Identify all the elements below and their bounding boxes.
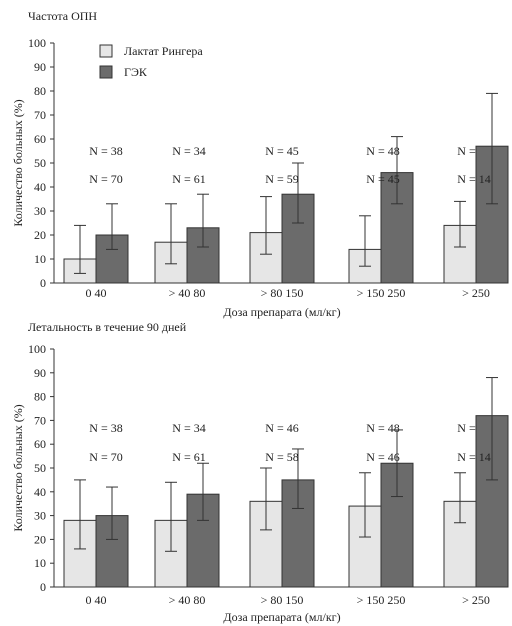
x-tick-label-1-2: > 80 150 xyxy=(261,593,304,607)
chart-title-1: Летальность в течение 90 дней xyxy=(28,320,187,334)
n-label-0-0-2: N = 45 xyxy=(265,144,298,158)
y-tick-label-0-90: 90 xyxy=(34,60,46,74)
n-label-0-0-0: N = 38 xyxy=(89,144,122,158)
x-tick-label-0-4: > 250 xyxy=(462,286,490,300)
n-label-1-1-1: N = 61 xyxy=(172,450,205,464)
n-label-1-1-3: N = 46 xyxy=(366,450,399,464)
y-axis-label-1: Количество больных (%) xyxy=(11,404,25,531)
x-tick-label-1-4: > 250 xyxy=(462,593,490,607)
n-label-1-0-0: N = 38 xyxy=(89,421,122,435)
n-label-1-1-2: N = 58 xyxy=(265,450,298,464)
n-label-1-0-2: N = 46 xyxy=(265,421,298,435)
legend-label-0: Лактат Рингера xyxy=(124,44,203,58)
legend-swatch-1 xyxy=(99,65,113,79)
x-tick-label-0-3: > 150 250 xyxy=(357,286,406,300)
y-tick-label-0-30: 30 xyxy=(34,204,46,218)
chart-title-0: Частота ОПН xyxy=(28,9,97,23)
y-tick-label-0-50: 50 xyxy=(34,156,46,170)
n-label-0-1-3: N = 45 xyxy=(366,172,399,186)
x-tick-label-1-3: > 150 250 xyxy=(357,593,406,607)
y-tick-label-1-100: 100 xyxy=(28,342,46,356)
n-label-1-1-4: N = 14 xyxy=(457,450,490,464)
y-tick-label-0-70: 70 xyxy=(34,108,46,122)
y-tick-label-0-20: 20 xyxy=(34,228,46,242)
n-label-0-1-0: N = 70 xyxy=(89,172,122,186)
x-axis-label-0: Доза препарата (мл/кг) xyxy=(223,305,340,319)
x-tick-label-1-0: 0 40 xyxy=(86,593,107,607)
y-tick-label-1-80: 80 xyxy=(34,390,46,404)
n-label-0-0-1: N = 34 xyxy=(172,144,205,158)
y-tick-label-0-60: 60 xyxy=(34,132,46,146)
y-tick-label-1-50: 50 xyxy=(34,461,46,475)
n-label-1-0-1: N = 34 xyxy=(172,421,205,435)
n-label-0-1-1: N = 61 xyxy=(172,172,205,186)
y-tick-label-0-10: 10 xyxy=(34,252,46,266)
y-axis-label-0: Количество больных (%) xyxy=(11,99,25,226)
x-tick-label-0-0: 0 40 xyxy=(86,286,107,300)
n-label-1-0-3: N = 48 xyxy=(366,421,399,435)
y-tick-label-0-40: 40 xyxy=(34,180,46,194)
y-tick-label-1-60: 60 xyxy=(34,437,46,451)
legend-swatch-0 xyxy=(99,44,113,58)
n-label-0-1-4: N = 14 xyxy=(457,172,490,186)
y-tick-label-0-80: 80 xyxy=(34,84,46,98)
y-tick-label-1-70: 70 xyxy=(34,413,46,427)
y-tick-label-1-40: 40 xyxy=(34,485,46,499)
legend-label-1: ГЭК xyxy=(124,65,148,79)
y-tick-label-1-30: 30 xyxy=(34,509,46,523)
x-tick-label-0-1: > 40 80 xyxy=(169,286,206,300)
y-tick-label-1-0: 0 xyxy=(40,580,46,594)
n-label-1-1-0: N = 70 xyxy=(89,450,122,464)
y-tick-label-0-0: 0 xyxy=(40,276,46,290)
x-axis-label-1: Доза препарата (мл/кг) xyxy=(223,610,340,624)
n-label-0-0-3: N = 48 xyxy=(366,144,399,158)
y-tick-label-1-10: 10 xyxy=(34,556,46,570)
y-tick-label-0-100: 100 xyxy=(28,36,46,50)
x-tick-label-1-1: > 40 80 xyxy=(169,593,206,607)
n-label-0-1-2: N = 59 xyxy=(265,172,298,186)
y-tick-label-1-20: 20 xyxy=(34,532,46,546)
y-tick-label-1-90: 90 xyxy=(34,366,46,380)
x-tick-label-0-2: > 80 150 xyxy=(261,286,304,300)
